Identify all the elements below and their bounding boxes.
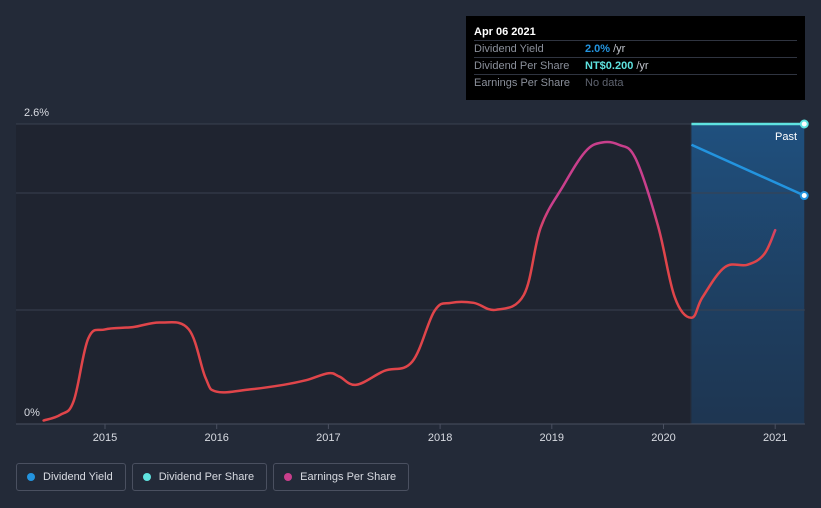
legend-dot-icon	[27, 473, 35, 481]
tooltip-label: Earnings Per Share	[474, 77, 570, 89]
legend-dividend-per-share[interactable]: Dividend Per Share	[131, 463, 268, 491]
legend-dot-icon	[284, 473, 293, 481]
x-tick-label: 2017	[316, 432, 340, 444]
tooltip-unit: /yr	[613, 43, 626, 55]
tooltip: Apr 06 2021 Dividend Yield 2.0% /yr Divi…	[466, 16, 805, 100]
y-tick-label: 0%	[24, 407, 40, 419]
plot-background-history	[16, 124, 690, 424]
tooltip-value: NT$0.200	[585, 60, 634, 72]
y-tick-label: 2.6%	[24, 107, 49, 119]
tooltip-label: Dividend Per Share	[474, 60, 570, 72]
legend-earnings-per-share[interactable]: Earnings Per Share	[273, 463, 410, 491]
x-tick-label: 2021	[763, 432, 787, 444]
legend-label: Dividend Per Share	[158, 471, 255, 483]
series-line-dividend-yield	[690, 143, 805, 197]
tooltip-date: Apr 06 2021	[474, 26, 536, 38]
legend-label: Earnings Per Share	[300, 471, 397, 483]
legend-dividend-yield[interactable]: Dividend Yield	[16, 463, 126, 491]
series-point-dividend-yield	[799, 191, 809, 201]
tooltip-row-dividend-yield: Dividend Yield 2.0% /yr	[474, 40, 797, 57]
legend-dot-icon	[142, 473, 151, 481]
tooltip-row-dividend-per-share: Dividend Per Share NT$0.200 /yr	[474, 57, 797, 74]
x-tick-label: 2019	[540, 432, 564, 444]
tooltip-row-earnings-per-share: Earnings Per Share No data	[474, 74, 797, 91]
x-tick-label: 2016	[204, 432, 228, 444]
legend-label: Dividend Yield	[43, 471, 113, 483]
x-tick-label: 2020	[651, 432, 675, 444]
x-tick-label: 2015	[93, 432, 117, 444]
legend: Dividend Yield Dividend Per Share Earnin…	[16, 463, 410, 491]
tooltip-label: Dividend Yield	[474, 43, 544, 55]
tooltip-value: No data	[585, 77, 624, 89]
series-line-earnings-per-share	[42, 140, 777, 422]
series-point-dividend-per-share	[799, 119, 809, 129]
past-region	[691, 124, 805, 424]
x-tick-label: 2018	[428, 432, 452, 444]
tooltip-unit: /yr	[636, 60, 649, 72]
tooltip-value: 2.0%	[585, 43, 611, 55]
past-label: Past	[775, 131, 797, 143]
